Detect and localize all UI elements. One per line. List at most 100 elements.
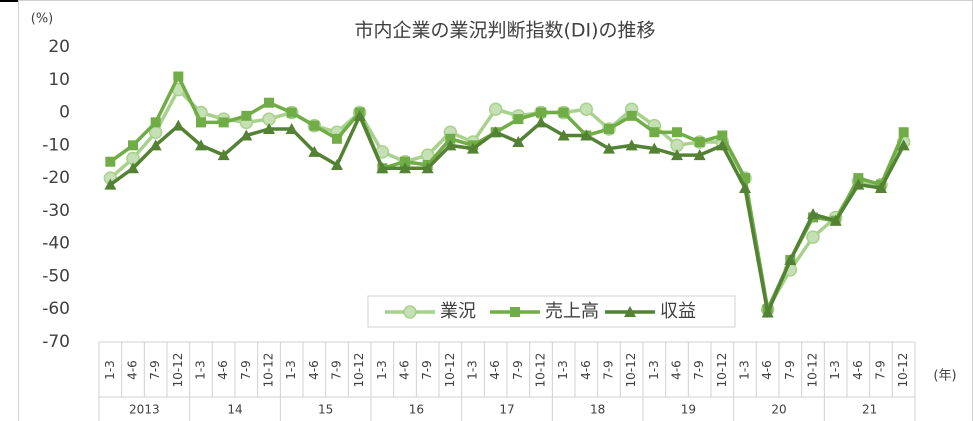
marker: [604, 123, 614, 134]
series: [105, 71, 909, 316]
x-tick-label: 4-6: [851, 360, 865, 380]
marker: [649, 127, 660, 138]
marker: [740, 173, 750, 184]
x-tick-label: 10-12: [262, 353, 276, 388]
marker: [403, 305, 417, 319]
marker: [626, 110, 637, 121]
marker: [488, 102, 503, 117]
marker: [149, 139, 162, 151]
marker: [444, 139, 457, 151]
marker: [558, 107, 569, 118]
marker: [217, 149, 230, 161]
x-tick-label: 1-3: [284, 360, 298, 380]
marker: [806, 230, 820, 244]
legend-label: 業況: [440, 301, 476, 322]
legend-label: 収益: [660, 301, 696, 322]
x-tick-label: 4-6: [216, 360, 230, 380]
marker: [536, 107, 546, 118]
marker: [263, 122, 275, 134]
marker: [240, 129, 253, 141]
marker: [716, 139, 729, 151]
marker: [897, 139, 910, 151]
marker: [150, 117, 161, 128]
group-label: 14: [227, 403, 242, 417]
marker: [672, 127, 682, 138]
marker: [648, 142, 661, 154]
marker: [400, 156, 410, 167]
marker: [513, 114, 524, 125]
x-tick-label: 4-6: [126, 360, 140, 380]
marker: [376, 162, 389, 174]
x-tick-label: 1-3: [556, 360, 570, 380]
marker: [625, 139, 638, 151]
x-tick-label: 4-6: [488, 360, 502, 380]
x-tick-label: 7-9: [602, 360, 616, 380]
marker: [285, 122, 298, 134]
x-tick-label: 7-9: [148, 360, 162, 380]
chart-border: [18, 0, 973, 421]
group-label: 21: [862, 403, 877, 417]
group-label: 20: [771, 403, 786, 417]
marker: [671, 149, 683, 161]
marker: [694, 137, 705, 148]
marker: [264, 97, 274, 108]
y-tick-label: -40: [42, 234, 70, 254]
x-tick-label: 7-9: [874, 360, 888, 380]
group-label: 17: [499, 403, 514, 417]
x-tick-label: 4-6: [579, 360, 593, 380]
group-label: 15: [318, 403, 333, 417]
x-tick-label: 10-12: [806, 353, 820, 388]
marker: [510, 307, 520, 317]
marker: [875, 181, 887, 193]
marker: [218, 117, 229, 128]
marker: [196, 117, 206, 128]
marker: [693, 149, 706, 161]
x-tick-label: 10-12: [715, 353, 729, 388]
marker: [512, 136, 525, 148]
x-tick-label: 10-12: [352, 353, 366, 388]
marker: [195, 139, 207, 151]
marker: [127, 162, 139, 174]
y-tick-label: 10: [48, 70, 70, 90]
marker: [445, 133, 456, 144]
marker: [308, 145, 321, 157]
series: [104, 109, 910, 319]
marker: [717, 130, 728, 141]
x-tick-label: 4-6: [760, 360, 774, 380]
x-tick-label: 4-6: [670, 360, 684, 380]
x-tick-label: 1-3: [375, 360, 389, 380]
marker: [104, 178, 117, 190]
x-tick-label: 7-9: [330, 360, 344, 380]
marker: [286, 107, 297, 118]
x-tick-label: 1-3: [194, 360, 208, 380]
marker: [603, 142, 615, 154]
marker: [557, 129, 570, 141]
group-label: 19: [681, 403, 696, 417]
marker: [807, 208, 819, 220]
x-tick-label: 1-3: [647, 360, 661, 380]
marker: [829, 214, 842, 226]
marker: [739, 181, 751, 193]
marker: [624, 306, 636, 317]
marker: [761, 306, 774, 318]
chart-title: 市内企業の業況判断指数(DI)の推移: [354, 20, 655, 42]
legend: 業況 売上高 収益: [367, 295, 736, 328]
x-tick-label: 1-3: [103, 360, 117, 380]
x-tick-label: 7-9: [239, 360, 253, 380]
x-tick-label: 7-9: [420, 360, 434, 380]
y-tick-label: -50: [42, 266, 70, 286]
group-label: 2013: [129, 403, 160, 417]
y-tick-label: 0: [59, 103, 70, 123]
y-tick-label: -60: [42, 299, 70, 319]
group-label: 16: [409, 403, 424, 417]
y-tick-label: -20: [42, 168, 70, 188]
marker: [332, 133, 342, 144]
marker: [784, 254, 797, 266]
marker: [852, 178, 865, 190]
x-tick-label: 4-6: [307, 360, 321, 380]
marker: [128, 140, 138, 151]
x-tick-label: 10-12: [443, 353, 457, 388]
x-tick-label: 7-9: [692, 360, 706, 380]
marker: [353, 109, 366, 121]
